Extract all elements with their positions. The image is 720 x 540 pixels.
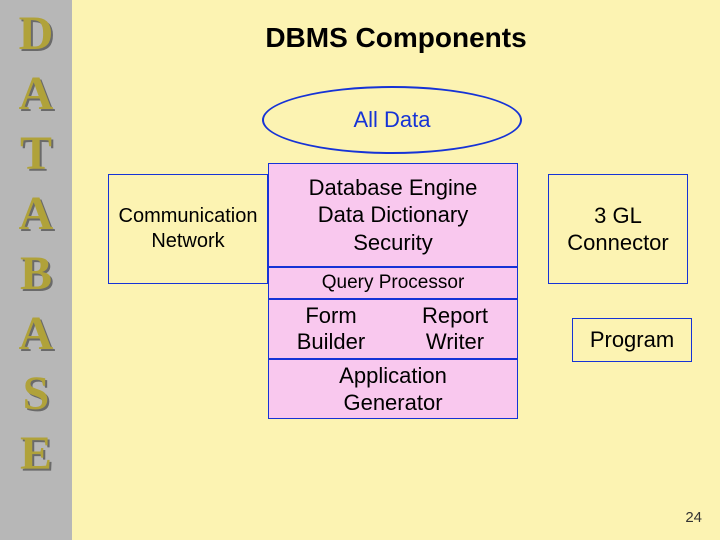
node-db-engine-l3: Security [353, 229, 432, 257]
page-title: DBMS Components [72, 22, 720, 54]
node-app-generator-l2: Generator [343, 389, 442, 417]
node-form-builder-l1: Form [305, 303, 356, 329]
sidebar-letter: AA [19, 64, 54, 124]
sidebar-letter: TT [20, 124, 52, 184]
node-form-builder-l2: Builder [297, 329, 365, 355]
sidebar-letter: AA [19, 304, 54, 364]
node-app-generator: Application Generator [268, 359, 518, 419]
node-comm-network: Communication Network [108, 174, 268, 284]
node-form-report: Form Builder Report Writer [268, 299, 518, 359]
node-query-processor: Query Processor [268, 267, 518, 299]
node-program: Program [572, 318, 692, 362]
node-gl-connector: 3 GL Connector [548, 174, 688, 284]
sidebar-letter: SS [23, 364, 50, 424]
node-db-engine-l2: Data Dictionary [318, 201, 468, 229]
node-report-writer-l2: Writer [426, 329, 484, 355]
node-comm-network-l2: Network [151, 229, 224, 254]
page-number: 24 [685, 509, 702, 526]
node-all-data: All Data [262, 86, 522, 154]
node-db-engine: Database Engine Data Dictionary Security [268, 163, 518, 267]
sidebar-letter: EE [20, 424, 52, 484]
node-form-builder: Form Builder [269, 300, 393, 358]
node-program-label: Program [590, 326, 674, 354]
sidebar-letter: BB [20, 244, 52, 304]
node-comm-network-l1: Communication [119, 204, 258, 229]
sidebar-letter: AA [19, 184, 54, 244]
node-query-processor-label: Query Processor [322, 271, 465, 295]
diagram-area: DBMS Components All Data Communication N… [72, 0, 720, 540]
node-report-writer: Report Writer [393, 300, 517, 358]
sidebar-letter: DD [19, 4, 54, 64]
sidebar-database: DDAATTAABBAASSEE [0, 0, 72, 540]
node-gl-connector-l1: 3 GL [594, 202, 642, 230]
node-all-data-label: All Data [353, 107, 430, 133]
node-db-engine-l1: Database Engine [309, 174, 478, 202]
node-gl-connector-l2: Connector [567, 229, 669, 257]
node-app-generator-l1: Application [339, 362, 447, 390]
node-report-writer-l1: Report [422, 303, 488, 329]
